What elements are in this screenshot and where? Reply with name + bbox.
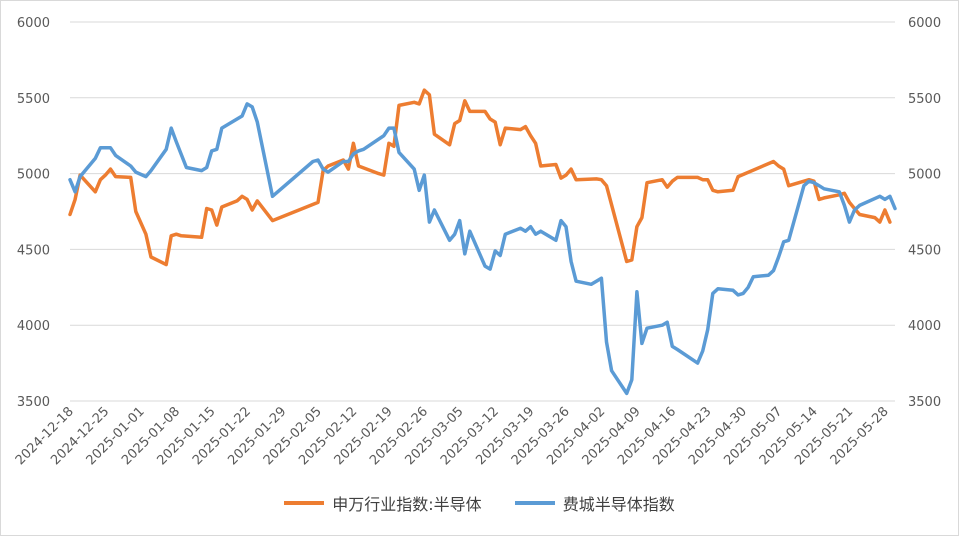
left-y-tick-label: 3500: [17, 395, 50, 410]
right-y-tick-label: 4500: [908, 243, 941, 258]
series-line-sox: [68, 102, 897, 396]
series-lines: [68, 88, 897, 396]
left-y-tick-label: 5500: [17, 92, 50, 107]
left-y-tick-label: 5000: [17, 168, 50, 183]
left-y-tick-label: 6000: [17, 16, 50, 31]
right-y-tick-label: 4000: [908, 319, 941, 334]
legend-item-sox: 费城半导体指数: [514, 491, 675, 515]
right-y-tick-label: 5500: [908, 92, 941, 107]
legend-swatch-blue: [514, 501, 555, 505]
right-y-tick-label: 3500: [908, 395, 941, 410]
gridlines: [70, 21, 895, 402]
x-axis: 2024-12-182024-12-252025-01-012025-01-08…: [13, 404, 892, 468]
legend-label: 申万行业指数:半导体: [332, 495, 482, 514]
legend: 申万行业指数:半导体 费城半导体指数: [0, 490, 959, 515]
legend-swatch-orange: [284, 501, 325, 505]
right-y-tick-label: 5000: [908, 168, 941, 183]
right-y-tick-label: 6000: [908, 16, 941, 31]
legend-item-sw-semiconductor: 申万行业指数:半导体: [284, 491, 482, 515]
left-y-tick-label: 4000: [17, 319, 50, 334]
series-line-sw-semiconductor: [68, 88, 892, 267]
right-y-axis: 3500 4000 4500 5000 5500 6000: [908, 16, 941, 410]
left-y-tick-label: 4500: [17, 243, 50, 258]
left-y-axis: 3500 4000 4500 5000 5500 6000: [17, 16, 50, 410]
legend-label: 费城半导体指数: [562, 495, 675, 514]
